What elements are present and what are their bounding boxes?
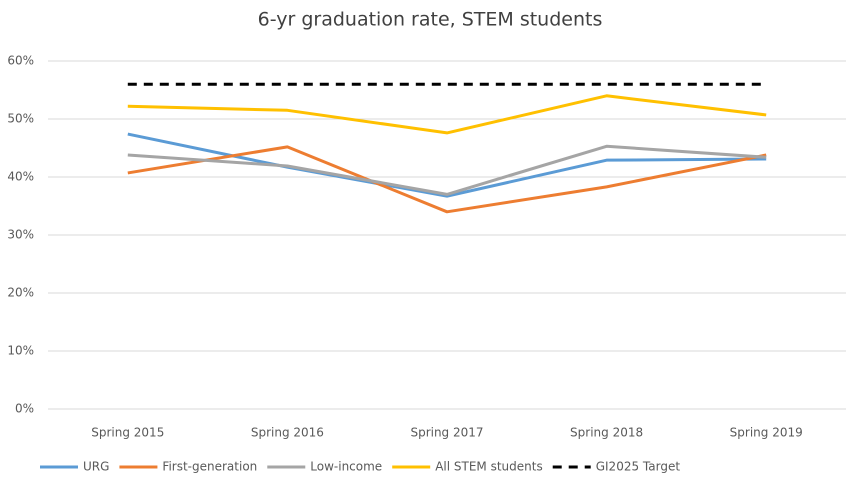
series-line xyxy=(127,144,767,196)
legend-label: URG xyxy=(83,460,109,474)
x-tick-label: Spring 2016 xyxy=(251,426,324,440)
x-tick-label: Spring 2019 xyxy=(730,426,803,440)
series-line xyxy=(127,145,767,214)
series-line xyxy=(127,94,767,135)
y-tick-label: 60% xyxy=(7,54,34,68)
x-tick-label: Spring 2017 xyxy=(410,426,483,440)
x-tick-label: Spring 2018 xyxy=(570,426,643,440)
x-tick-label: Spring 2015 xyxy=(91,426,164,440)
series-line xyxy=(127,132,767,198)
y-tick-label: 10% xyxy=(7,344,34,358)
legend-label: All STEM students xyxy=(435,460,543,474)
chart-title: 6-yr graduation rate, STEM students xyxy=(258,9,603,31)
y-tick-label: 30% xyxy=(7,228,34,242)
y-tick-label: 50% xyxy=(7,112,34,126)
y-tick-label: 0% xyxy=(15,402,34,416)
y-tick-label: 20% xyxy=(7,286,34,300)
legend-label: Low-income xyxy=(310,460,382,474)
y-tick-label: 40% xyxy=(7,170,34,184)
legend-label: GI2025 Target xyxy=(596,460,681,474)
legend-label: First-generation xyxy=(162,460,257,474)
